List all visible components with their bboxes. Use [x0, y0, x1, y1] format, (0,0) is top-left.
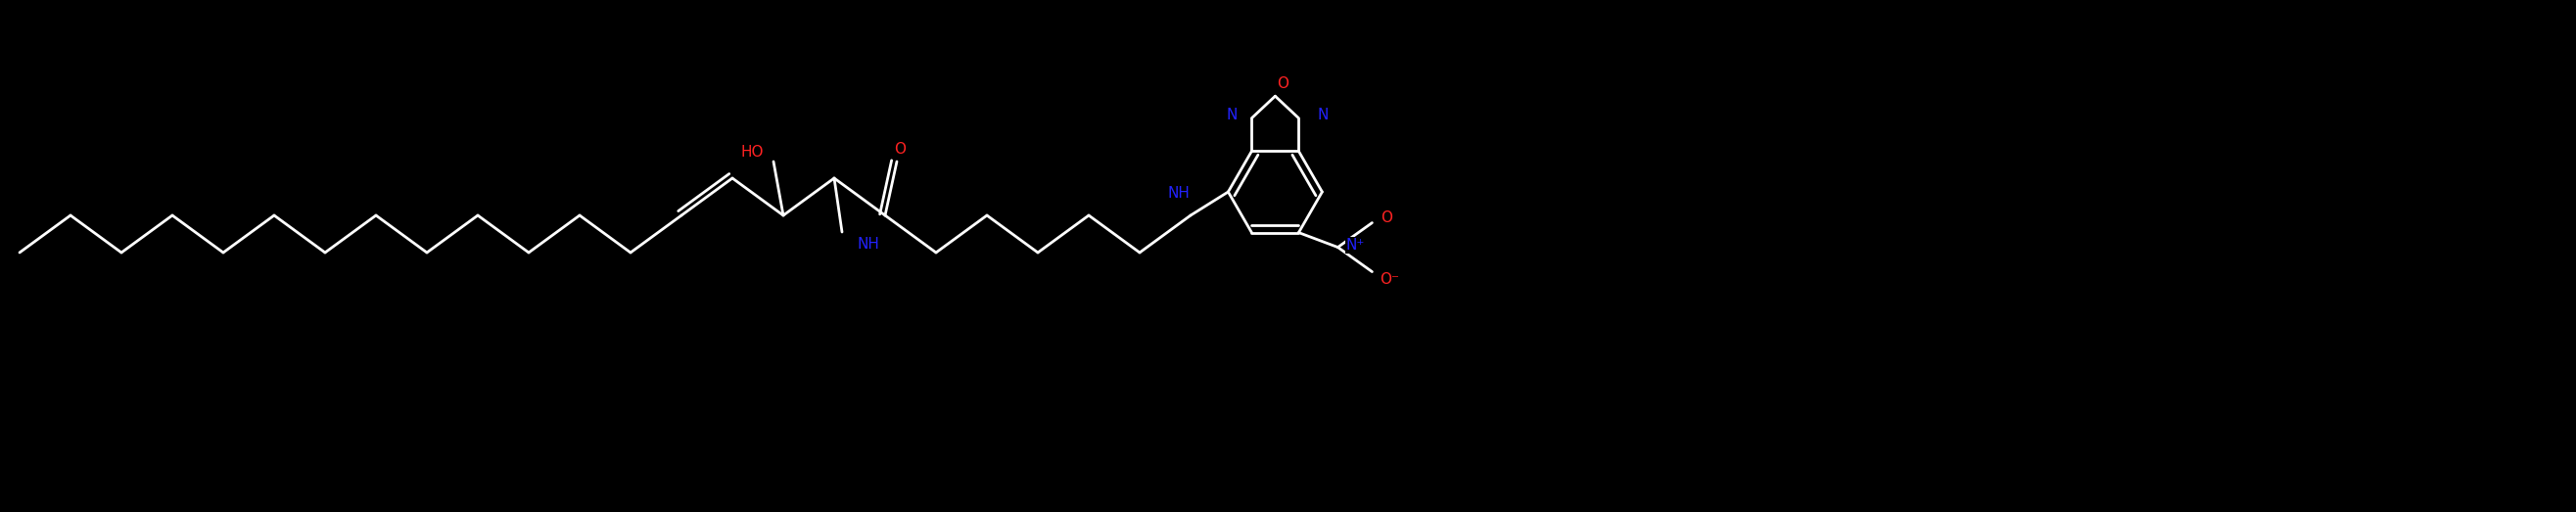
Text: O: O [894, 141, 907, 156]
Text: O: O [1381, 210, 1394, 225]
Text: N⁺: N⁺ [1347, 238, 1365, 252]
Text: O: O [1278, 76, 1288, 91]
Text: NH: NH [1167, 186, 1190, 201]
Text: HO: HO [739, 144, 762, 159]
Text: O⁻: O⁻ [1381, 272, 1399, 287]
Text: N: N [1226, 108, 1236, 122]
Text: N: N [1316, 108, 1329, 122]
Text: NH: NH [858, 237, 878, 251]
